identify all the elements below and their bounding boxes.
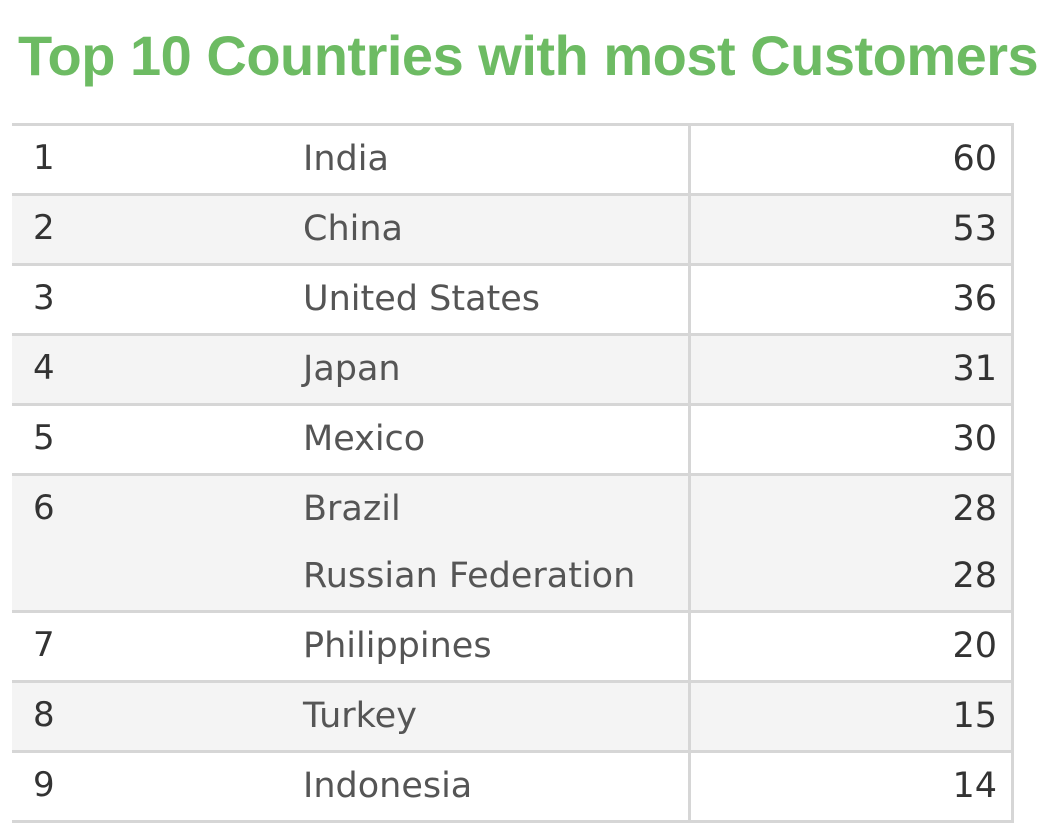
customer-count: 14 xyxy=(688,753,1014,820)
rank-label: 6 xyxy=(33,488,55,528)
table-row-group: 4 Japan 31 xyxy=(12,336,1014,406)
customer-count: 28 xyxy=(688,476,1014,543)
rank-label: 8 xyxy=(33,695,55,735)
rank-label: 4 xyxy=(33,348,55,388)
customer-count: 15 xyxy=(688,683,1014,750)
country-label: Japan xyxy=(303,349,401,389)
table-row: Indonesia 14 xyxy=(12,753,1014,820)
country-label: Brazil xyxy=(303,489,401,529)
rank-label: 7 xyxy=(33,625,55,665)
chart-title: Top 10 Countries with most Customers xyxy=(18,24,1039,87)
country-label: Mexico xyxy=(303,419,426,459)
customer-count: 30 xyxy=(688,406,1014,473)
table-row: Mexico 30 xyxy=(12,406,1014,473)
country-label: United States xyxy=(303,279,541,319)
country-label: Philippines xyxy=(303,626,492,666)
rank-label: 5 xyxy=(33,418,55,458)
table-row: United States 36 xyxy=(12,266,1014,333)
customer-count: 53 xyxy=(688,196,1014,263)
country-label: Indonesia xyxy=(303,766,473,806)
table-row-group: 8 Turkey 15 xyxy=(12,683,1014,753)
table-row-group: 9 Indonesia 14 xyxy=(12,753,1014,823)
table-row: Philippines 20 xyxy=(12,613,1014,680)
rank-label: 2 xyxy=(33,208,55,248)
country-label: Russian Federation xyxy=(303,556,636,596)
table-row-group: 6 Brazil 28 Russian Federation 28 xyxy=(12,476,1014,613)
table-row-group: 5 Mexico 30 xyxy=(12,406,1014,476)
table-row: Russian Federation 28 xyxy=(12,543,1014,610)
rank-label: 1 xyxy=(33,138,55,178)
rank-label: 3 xyxy=(33,278,55,318)
customer-count: 20 xyxy=(688,613,1014,680)
country-label: China xyxy=(303,209,403,249)
customers-table: 1 India 60 2 China 53 3 United States 36 4 Japan 31… xyxy=(12,123,1014,823)
rank-label: 9 xyxy=(33,765,55,805)
table-row: Turkey 15 xyxy=(12,683,1014,750)
customer-count: 60 xyxy=(688,126,1014,193)
table-row: India 60 xyxy=(12,126,1014,193)
customer-count: 36 xyxy=(688,266,1014,333)
table-row-group: 1 India 60 xyxy=(12,123,1014,196)
customer-count: 28 xyxy=(688,543,1014,610)
table-row-group: 3 United States 36 xyxy=(12,266,1014,336)
country-label: India xyxy=(303,139,389,179)
table-row-group: 7 Philippines 20 xyxy=(12,613,1014,683)
country-label: Turkey xyxy=(303,696,417,736)
table-row: Japan 31 xyxy=(12,336,1014,403)
table-row-group: 2 China 53 xyxy=(12,196,1014,266)
customer-count: 31 xyxy=(688,336,1014,403)
table-row: China 53 xyxy=(12,196,1014,263)
table-row: Brazil 28 xyxy=(12,476,1014,543)
